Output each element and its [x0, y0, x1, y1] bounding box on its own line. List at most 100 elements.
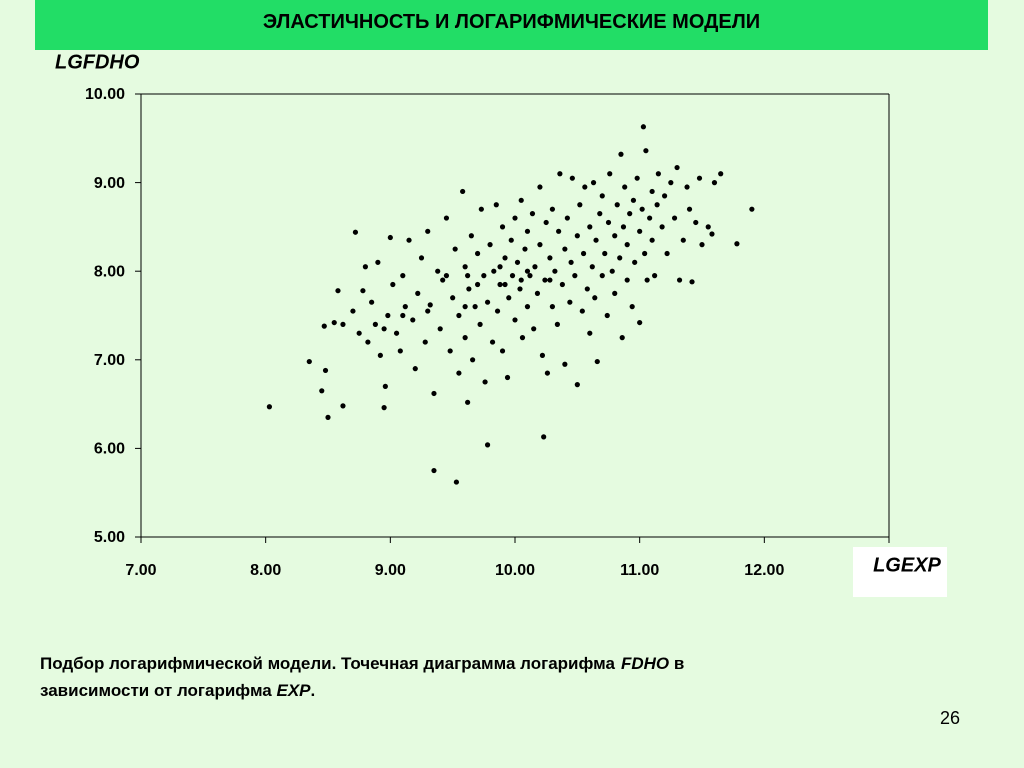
point: [412, 366, 418, 372]
point: [627, 211, 633, 217]
point: [584, 286, 590, 292]
point: [382, 383, 388, 389]
x-axis-label: LGEXP: [873, 554, 941, 576]
point: [484, 442, 491, 448]
point: [711, 180, 718, 186]
point: [306, 358, 312, 365]
point: [590, 180, 597, 186]
point: [319, 388, 325, 394]
point: [580, 250, 587, 257]
point: [365, 339, 371, 345]
point: [587, 330, 593, 336]
y-tick-label: 8.00: [94, 263, 125, 280]
point: [539, 352, 546, 358]
point: [522, 246, 528, 252]
point: [647, 215, 653, 221]
point: [589, 264, 595, 270]
point: [534, 290, 541, 296]
point: [519, 335, 526, 341]
point: [567, 299, 573, 305]
point: [481, 273, 487, 279]
point: [381, 405, 387, 411]
point: [369, 299, 375, 305]
slide-title: ЭЛАСТИЧНОСТЬ И ЛОГАРИФМИЧЕСКИЕ МОДЕЛИ: [35, 0, 988, 50]
point: [425, 228, 431, 234]
point: [649, 188, 655, 195]
point: [637, 319, 643, 326]
point: [676, 277, 683, 283]
y-tick-label: 7.00: [94, 352, 125, 369]
point: [624, 277, 630, 283]
point: [529, 211, 536, 217]
point: [472, 304, 478, 310]
point: [335, 288, 341, 294]
x-tick-label: 8.00: [250, 562, 281, 579]
point: [465, 273, 471, 279]
point: [579, 308, 585, 314]
point: [574, 233, 580, 239]
point: [693, 219, 699, 226]
point: [435, 268, 441, 274]
point: [468, 233, 474, 239]
caption: Подбор логарифмической модели. Точечная …: [40, 650, 684, 704]
point: [322, 367, 329, 374]
point: [325, 414, 331, 420]
point: [350, 308, 356, 314]
point: [502, 281, 508, 288]
point: [431, 390, 437, 397]
point: [321, 323, 327, 329]
point: [518, 197, 524, 203]
point: [502, 255, 508, 261]
point: [375, 259, 381, 265]
point: [460, 188, 466, 195]
point: [372, 321, 378, 327]
x-tick-label: 12.00: [744, 562, 784, 579]
point: [466, 286, 472, 292]
point: [362, 264, 368, 270]
point: [542, 277, 548, 283]
y-tick-label: 6.00: [94, 441, 125, 458]
point: [266, 404, 273, 410]
point: [537, 242, 543, 248]
point: [450, 295, 456, 301]
point: [577, 202, 583, 208]
x-tick-label: 7.00: [125, 562, 156, 579]
point: [524, 268, 531, 274]
point: [549, 206, 556, 212]
point: [465, 399, 471, 405]
point: [537, 184, 543, 190]
point: [517, 286, 523, 292]
point: [680, 237, 686, 243]
point: [514, 259, 521, 265]
point: [491, 268, 497, 274]
point: [668, 180, 674, 186]
point: [674, 164, 680, 171]
point: [393, 330, 400, 336]
point: [440, 277, 446, 283]
point: [659, 224, 665, 230]
point: [531, 326, 537, 332]
point: [340, 403, 346, 409]
point: [582, 184, 588, 190]
point: [604, 312, 610, 319]
point: [452, 246, 458, 252]
point: [482, 379, 488, 385]
point: [377, 352, 383, 358]
point: [597, 211, 603, 217]
point: [431, 467, 437, 474]
point: [456, 370, 462, 376]
point: [562, 361, 568, 367]
point: [524, 228, 531, 234]
point: [689, 279, 695, 285]
point: [620, 224, 627, 230]
caption-text: зависимости от логарифма: [40, 681, 272, 700]
point: [493, 202, 499, 208]
point: [568, 259, 574, 265]
point: [599, 273, 605, 279]
point: [456, 312, 462, 319]
point: [360, 288, 366, 294]
x-tick-label: 10.00: [495, 562, 535, 579]
point: [352, 229, 359, 235]
point: [400, 273, 406, 279]
